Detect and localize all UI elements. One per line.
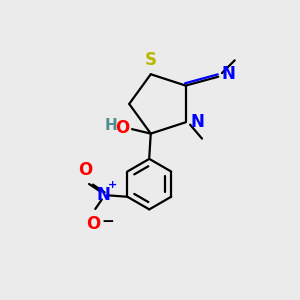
Text: N: N	[190, 113, 204, 131]
Text: −: −	[101, 214, 114, 229]
Text: +: +	[108, 180, 118, 190]
Text: O: O	[86, 215, 100, 233]
Text: S: S	[145, 51, 157, 69]
Text: O: O	[115, 119, 129, 137]
Text: N: N	[96, 186, 110, 204]
Text: N: N	[222, 65, 236, 83]
Text: H: H	[104, 118, 117, 133]
Text: O: O	[78, 160, 92, 178]
